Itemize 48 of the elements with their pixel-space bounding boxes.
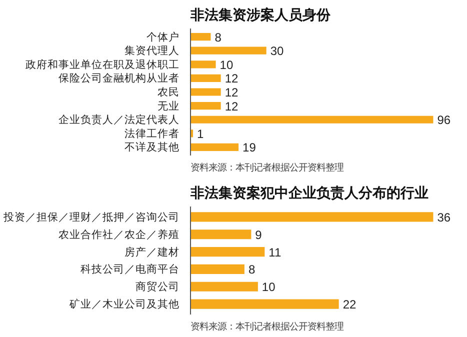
data-label: 11 <box>268 245 282 260</box>
data-label: 12 <box>224 99 239 114</box>
bar <box>190 230 252 240</box>
y-tick-label: 投资／担保／理财／抵押／咨询公司 <box>2 210 180 224</box>
y-tick-label: 企业负责人／法定代表人 <box>58 113 180 126</box>
data-label: 96 <box>437 113 451 128</box>
bar <box>190 88 221 96</box>
y-tick-label: 农业合作社／农企／养殖 <box>58 228 180 241</box>
y-tick-label: 农民 <box>158 86 180 98</box>
data-label: 12 <box>224 86 239 100</box>
data-label: 10 <box>262 280 276 294</box>
data-label: 22 <box>342 298 357 312</box>
bar <box>190 32 211 41</box>
bar <box>190 264 244 274</box>
y-tick-label: 房产／建材 <box>124 245 180 258</box>
data-label: 8 <box>248 262 256 277</box>
text: 资料来源：本刊记者根据公开资料整理 <box>190 322 344 332</box>
y-tick-label: 矿业／木业公司及其他 <box>68 298 180 311</box>
bar <box>190 282 258 292</box>
data-label: 12 <box>224 72 239 86</box>
data-label: 8 <box>214 30 222 44</box>
y-tick-label: 政府和事业单位在职及退休职工 <box>26 58 180 71</box>
bar <box>190 212 434 222</box>
y-tick-label: 法律工作者 <box>124 126 180 140</box>
bar <box>190 60 216 68</box>
y-tick-label: 科技公司／电商平台 <box>80 262 180 276</box>
data-label: 19 <box>242 140 256 155</box>
bar <box>190 247 265 257</box>
y-tick-label: 个体户 <box>146 30 180 44</box>
chart-title: 非法集资涉案人员身份 <box>190 6 332 24</box>
bar <box>190 116 434 124</box>
bar <box>190 102 221 110</box>
data-label: 9 <box>255 228 262 242</box>
data-label: 36 <box>437 210 451 224</box>
bar <box>190 299 339 309</box>
y-tick-label: 不详及其他 <box>124 140 180 154</box>
data-label: 1 <box>197 126 204 141</box>
data-label: 30 <box>270 44 284 58</box>
chart-title: 非法集资案犯中企业负责人分布的行业 <box>190 184 428 202</box>
bar <box>190 74 221 82</box>
y-tick-label: 商贸公司 <box>136 280 180 294</box>
data-label: 10 <box>220 58 234 72</box>
y-tick-label: 无业 <box>158 99 180 112</box>
y-tick-label: 保险公司金融机构从业者 <box>58 72 180 85</box>
y-tick-label: 集资代理人 <box>124 44 180 58</box>
text: 资料来源：本刊记者根据公开资料整理 <box>190 162 344 174</box>
bar <box>190 46 266 54</box>
bar <box>190 143 239 152</box>
